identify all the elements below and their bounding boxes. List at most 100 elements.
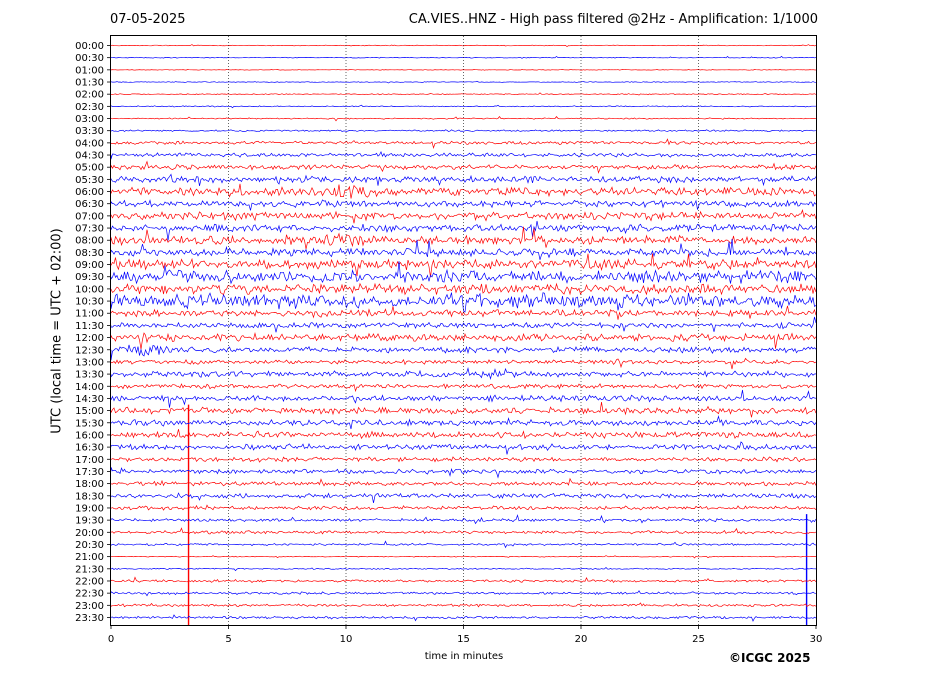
trace-1030 <box>110 292 817 313</box>
trace-2030 <box>110 540 817 549</box>
y-tick-label: 07:00 <box>75 211 104 222</box>
y-tick-label: 16:00 <box>75 430 104 441</box>
trace-0330 <box>110 129 817 133</box>
y-tick-label: 09:00 <box>75 260 104 271</box>
trace-1730 <box>110 467 817 479</box>
x-tick-label: 5 <box>225 634 231 645</box>
y-tick-label: 19:30 <box>75 516 104 527</box>
y-tick-label: 17:30 <box>75 467 104 478</box>
trace-2230 <box>110 590 817 597</box>
y-tick-label: 23:30 <box>75 613 104 624</box>
trace-1500 <box>110 402 817 418</box>
trace-0730 <box>110 220 817 241</box>
y-tick-label: 22:30 <box>75 589 104 600</box>
y-tick-label: 06:00 <box>75 187 104 198</box>
trace-1330 <box>110 367 817 381</box>
y-tick-label: 18:00 <box>75 479 104 490</box>
y-tick-label: 03:00 <box>75 114 104 125</box>
y-tick-label: 07:30 <box>75 224 104 235</box>
trace-2200 <box>110 576 817 583</box>
trace-1000 <box>110 282 817 296</box>
x-axis-label: time in minutes <box>424 651 504 662</box>
y-tick-label: 02:00 <box>75 90 104 101</box>
trace-2330 <box>110 614 817 622</box>
trace-1200 <box>110 332 817 350</box>
trace-1430 <box>110 389 817 408</box>
trace-0500 <box>110 160 817 174</box>
trace-1230 <box>110 344 817 361</box>
y-tick-label: 03:30 <box>75 126 104 137</box>
y-tick-label: 08:30 <box>75 248 104 259</box>
trace-0400 <box>110 138 817 150</box>
y-tick-label: 15:00 <box>75 406 104 417</box>
trace-2000 <box>110 527 817 535</box>
y-tick-label: 12:30 <box>75 345 104 356</box>
y-tick-label: 02:30 <box>75 102 104 113</box>
x-tick-label: 20 <box>575 634 588 645</box>
y-tick-label: 04:30 <box>75 151 104 162</box>
y-axis-label: UTC (local time = UTC + 02:00) <box>49 228 65 434</box>
y-tick-label: 08:00 <box>75 236 104 247</box>
y-tick-label: 21:00 <box>75 552 104 563</box>
trace-1630 <box>110 441 817 455</box>
x-tick-label: 30 <box>810 634 823 645</box>
y-tick-label: 09:30 <box>75 272 104 283</box>
y-tick-label: 00:30 <box>75 53 104 64</box>
y-tick-label: 22:00 <box>75 576 104 587</box>
y-tick-label: 20:00 <box>75 528 104 539</box>
y-tick-label: 23:00 <box>75 601 104 612</box>
trace-1400 <box>110 383 817 393</box>
y-tick-label: 10:30 <box>75 297 104 308</box>
y-tick-label: 13:00 <box>75 357 104 368</box>
trace-0430 <box>110 151 817 160</box>
date-label: 07-05-2025 <box>110 12 186 27</box>
y-tick-label: 16:30 <box>75 443 104 454</box>
y-tick-label: 17:00 <box>75 455 104 466</box>
y-tick-label: 05:00 <box>75 163 104 174</box>
y-tick-label: 21:30 <box>75 564 104 575</box>
x-tick-label: 10 <box>340 634 353 645</box>
y-tick-label: 00:00 <box>75 41 104 52</box>
y-tick-label: 11:00 <box>75 309 104 320</box>
trace-1300 <box>110 357 817 370</box>
x-tick-label: 0 <box>108 634 114 645</box>
trace-1530 <box>110 415 817 430</box>
y-tick-label: 10:00 <box>75 284 104 295</box>
trace-2130 <box>110 567 817 572</box>
trace-2100 <box>110 555 816 559</box>
trace-0800 <box>110 226 817 250</box>
y-tick-label: 19:00 <box>75 503 104 514</box>
trace-0700 <box>110 209 817 224</box>
vertical-gridlines <box>228 36 699 625</box>
y-tick-label: 11:30 <box>75 321 104 332</box>
y-tick-label: 05:30 <box>75 175 104 186</box>
copyright-label: ©ICGC 2025 <box>729 651 811 665</box>
trace-1130 <box>110 316 817 333</box>
trace-1800 <box>110 477 817 487</box>
x-tick-label: 25 <box>692 634 705 645</box>
y-tick-label: 14:00 <box>75 382 104 393</box>
y-tick-label: 20:30 <box>75 540 104 551</box>
trace-0900 <box>110 253 817 278</box>
trace-1930 <box>110 514 817 525</box>
y-tick-label: 18:30 <box>75 491 104 502</box>
trace-0230 <box>110 104 816 109</box>
trace-0530 <box>110 173 817 187</box>
chart-title: CA.VIES..HNZ - High pass filtered @2Hz -… <box>408 12 818 27</box>
y-tick-label: 04:00 <box>75 138 104 149</box>
y-tick-label: 14:30 <box>75 394 104 405</box>
x-axis-ticks: 0 5 10 15 20 25 30 <box>108 625 823 645</box>
y-tick-label: 15:30 <box>75 418 104 429</box>
y-tick-label: 13:30 <box>75 370 104 381</box>
x-tick-label: 15 <box>457 634 470 645</box>
y-tick-label: 01:00 <box>75 65 104 76</box>
trace-0300 <box>110 116 817 122</box>
y-tick-label: 12:00 <box>75 333 104 344</box>
y-tick-label: 06:30 <box>75 199 104 210</box>
y-tick-label: 01:30 <box>75 78 104 89</box>
trace-1100 <box>110 305 817 320</box>
trace-0200 <box>110 92 817 96</box>
plot-frame <box>110 35 817 626</box>
